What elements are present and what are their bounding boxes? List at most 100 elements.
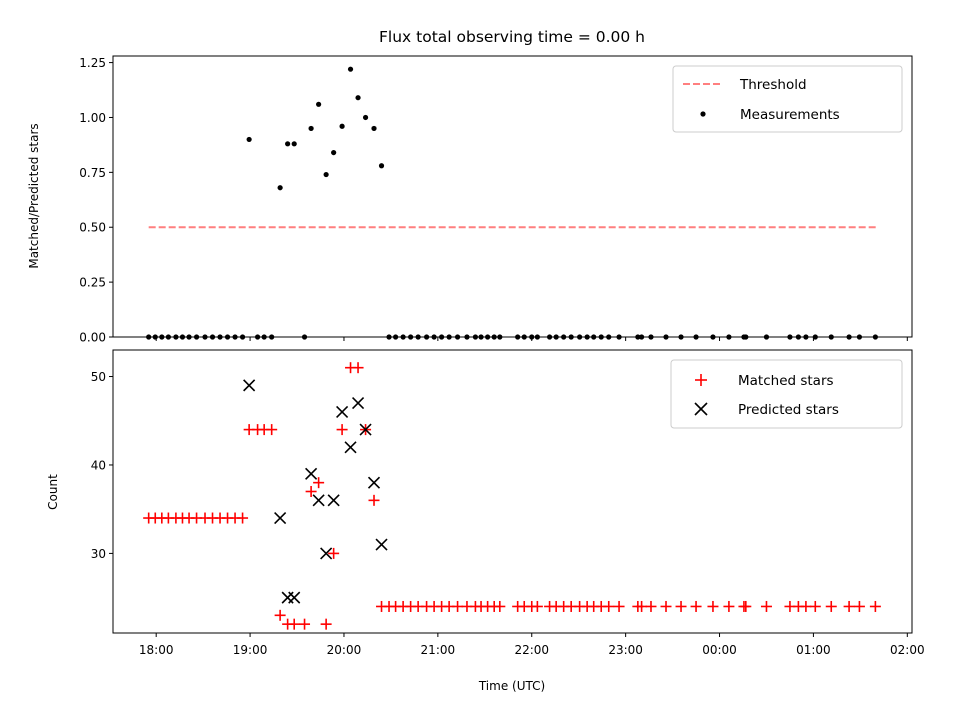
figure-title: Flux total observing time = 0.00 h [379, 28, 645, 46]
predicted-star-point [351, 396, 365, 410]
matched-star-point [853, 600, 865, 612]
legend-matched-label: Matched stars [738, 373, 834, 389]
matched-star-point [368, 494, 380, 506]
top-y-axis-label: Matched/Predicted stars [27, 123, 41, 268]
bottom-legend-box [670, 359, 903, 429]
bottom-axes: 30 40 50 18:00 19:00 20:00 21:00 22:00 23:00 00:… [46, 349, 925, 693]
matched-star-point [707, 600, 719, 612]
matched-star-point [603, 600, 615, 612]
predicted-star-point [312, 494, 325, 507]
predicted-star-point [274, 511, 287, 525]
matched-star-point [800, 600, 812, 612]
measurement-point [285, 141, 291, 147]
x-tick-label: 23:00 [608, 643, 643, 657]
predicted-star-point [336, 405, 349, 418]
measurement-point [362, 114, 369, 121]
top-y-ticks: 0.00 0.25 0.50 0.75 1.00 1.25 [79, 56, 113, 345]
measurement-point [277, 185, 283, 191]
x-tick-label: 02:00 [890, 643, 925, 657]
matched-star-point [328, 547, 340, 559]
matched-star-point [313, 477, 325, 489]
matched-star-point [352, 362, 364, 374]
x-tick-label: 18:00 [139, 643, 174, 657]
predicted-star-point [327, 494, 340, 507]
measurement-point [323, 171, 329, 178]
matched-star-point [299, 618, 311, 630]
measurement-point [347, 66, 354, 72]
measurement-point [339, 123, 345, 129]
legend-matched-swatch [695, 374, 707, 386]
matched-star-point [237, 512, 249, 524]
measurement-point [331, 149, 337, 156]
top-y-tick-label: 0.00 [79, 331, 106, 345]
matched-star-point [645, 600, 657, 612]
top-legend: Threshold Measurements [672, 65, 903, 133]
legend-predicted-label: Predicted stars [738, 402, 839, 418]
matched-star-point [723, 600, 735, 612]
matched-star-point [636, 600, 648, 612]
top-y-tick-label: 0.25 [79, 276, 106, 290]
measurement-point [291, 141, 297, 147]
predicted-star-point [243, 379, 256, 392]
matched-star-point [809, 600, 821, 612]
measurement-point [355, 95, 361, 101]
matched-star-point [494, 600, 506, 612]
x-tick-label: 01:00 [796, 643, 831, 657]
measurement-point [246, 136, 252, 143]
measurement-point [308, 125, 314, 132]
top-legend-box [672, 65, 903, 133]
bottom-axes-frame [112, 349, 913, 634]
legend-measurements-label: Measurements [740, 107, 840, 123]
x-tick-label: 19:00 [233, 643, 268, 657]
predicted-star-point [344, 441, 357, 454]
matched-star-point [288, 618, 300, 630]
matched-star-point [740, 600, 752, 612]
x-axis-label: Time (UTC) [478, 679, 545, 693]
x-tick-label: 22:00 [514, 643, 549, 657]
top-x-ticks [155, 337, 908, 341]
top-y-tick-label: 1.25 [79, 56, 106, 70]
top-axes-frame [112, 55, 913, 338]
bottom-y-tick-label: 40 [91, 458, 106, 472]
bottom-legend: Matched stars Predicted stars [670, 359, 903, 429]
bottom-y-ticks: 30 40 50 [91, 370, 113, 561]
matched-star-point [336, 424, 348, 436]
legend-measurements-swatch [700, 111, 706, 117]
matched-star-point [843, 600, 855, 612]
bottom-y-tick-label: 50 [91, 370, 106, 384]
top-axes: 0.00 0.25 0.50 0.75 1.00 1.25 Matched/Predict… [27, 55, 913, 345]
matched-star-point [452, 600, 464, 612]
matched-star-point [825, 600, 837, 612]
matched-star-point [305, 486, 317, 497]
matched-star-point [660, 600, 672, 612]
predicted-star-point [359, 423, 372, 436]
x-tick-label: 21:00 [421, 643, 456, 657]
top-y-tick-label: 1.00 [79, 111, 106, 125]
predicted-star-point [375, 538, 388, 551]
measurement-point [316, 101, 322, 107]
predicted-star-point [288, 591, 301, 604]
top-y-tick-label: 0.50 [79, 221, 106, 235]
measurement-point [371, 125, 377, 132]
predicted-star-point [320, 547, 333, 560]
top-y-tick-label: 0.75 [79, 166, 106, 180]
matched-star-point [274, 609, 286, 621]
matched-star-point [869, 600, 881, 612]
matched-star-point [675, 600, 687, 612]
matched-star-point [690, 600, 702, 612]
matched-star-point [760, 600, 772, 612]
predicted-star-point [305, 467, 318, 480]
matched-star-point [613, 600, 625, 612]
bottom-y-tick-label: 30 [91, 547, 106, 561]
predicted-star-point [367, 476, 381, 489]
measurement-point [378, 163, 385, 169]
matched-star-point [531, 600, 543, 612]
matched-star-point [320, 618, 332, 630]
bottom-x-ticks: 18:00 19:00 20:00 21:00 22:00 23:00 00:00 01:00… [139, 633, 925, 657]
bottom-y-axis-label: Count [46, 474, 60, 510]
legend-threshold-label: Threshold [739, 77, 807, 93]
x-tick-label: 00:00 [702, 643, 737, 657]
x-tick-label: 20:00 [327, 643, 362, 657]
bottom-plot-area [143, 362, 881, 630]
